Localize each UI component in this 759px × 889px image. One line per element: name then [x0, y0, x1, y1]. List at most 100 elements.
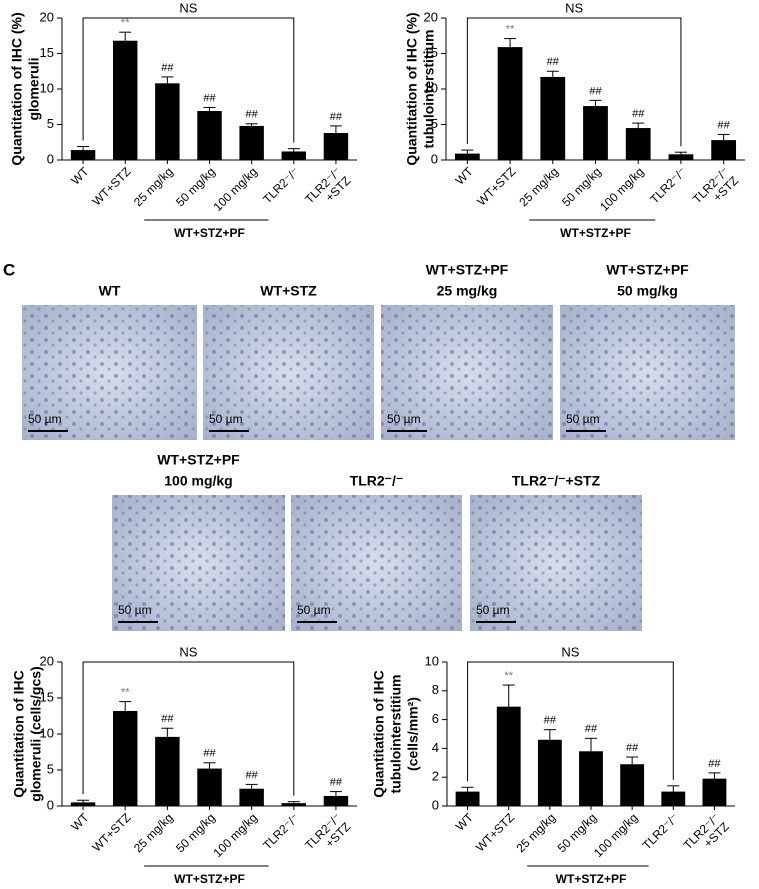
bar	[112, 710, 138, 806]
y-tick-label: 0	[47, 797, 54, 812]
significance-label: ##	[246, 769, 259, 781]
bar	[540, 76, 566, 160]
micrograph-texture	[112, 495, 285, 631]
scale-label: 50 µm	[209, 412, 243, 426]
error-bar	[329, 791, 342, 796]
y-axis-label: Quantitation of IHC (%)	[9, 12, 25, 165]
error-bar	[546, 70, 559, 77]
x-tick-label: WT	[68, 810, 92, 834]
y-tick-label: 10	[40, 80, 54, 95]
error-bar	[119, 701, 132, 711]
y-axis-label: Quantitation of IHC (%)	[404, 12, 420, 165]
significance-label: ##	[626, 742, 639, 754]
significance-label: ##	[632, 108, 645, 120]
bar	[197, 111, 222, 160]
x-tick-label: 25 mg/kg	[131, 164, 176, 209]
y-tick-label: 20	[40, 9, 54, 24]
image-title: WT+STZ+PF	[426, 262, 509, 278]
error-bar	[502, 684, 515, 707]
scale-label: 50 µm	[387, 412, 421, 426]
significance-label: **	[504, 670, 513, 682]
bar	[625, 128, 651, 160]
bar	[281, 151, 307, 160]
x-tick-label: WT+STZ	[90, 164, 134, 208]
image-title: WT+STZ+PF	[606, 262, 689, 278]
significance-label: ##	[203, 748, 216, 760]
scale-label: 50 µm	[566, 412, 600, 426]
y-tick-label: 0	[432, 797, 439, 812]
ns-label: NS	[179, 644, 197, 659]
group-label: WT+STZ+PF	[556, 872, 627, 886]
significance-label: ##	[589, 85, 602, 97]
significance-label: **	[121, 17, 130, 29]
significance-label: ##	[547, 56, 560, 68]
error-bar	[674, 151, 687, 155]
ns-bracket	[466, 17, 682, 147]
scale-label: 50 µm	[297, 603, 331, 617]
error-bar	[161, 76, 174, 84]
y-axis-label: glomeruli (cells/gcs)	[28, 666, 44, 801]
error-bar	[287, 148, 300, 152]
image-title: 100 mg/kg	[164, 473, 232, 489]
scale-label: 50 µm	[28, 412, 62, 426]
x-tick-label: WT	[453, 164, 477, 188]
bar	[711, 140, 737, 160]
y-axis-label: Quantitation of IHC	[371, 670, 387, 798]
bar	[455, 791, 480, 806]
x-tick-label: TLR2⁻/⁻	[260, 810, 302, 852]
image-title: TLR2⁻/⁻+STZ	[512, 473, 601, 489]
y-tick-label: 20	[424, 9, 438, 24]
y-axis-label: tubulointerstitium	[421, 30, 437, 149]
y-tick-label: 0	[431, 151, 438, 166]
micrograph-texture	[470, 495, 642, 631]
y-tick-label: 10	[424, 80, 438, 95]
image-title: 50 mg/kg	[617, 283, 678, 299]
bar	[579, 751, 603, 806]
micrograph-texture	[291, 495, 462, 631]
micrograph-texture	[22, 305, 197, 440]
x-tick-label: TLR2⁻/⁻	[647, 164, 689, 206]
x-tick-label: 25 mg/kg	[516, 164, 561, 209]
y-tick-label: 8	[432, 682, 439, 697]
bar	[661, 791, 686, 806]
bar	[112, 40, 138, 160]
y-tick-label: 20	[40, 653, 54, 668]
error-bar	[203, 762, 216, 769]
x-tick-label: TLR2⁻/⁻+STZ	[302, 810, 353, 861]
error-bar	[461, 149, 474, 154]
scale-label: 50 µm	[118, 603, 152, 617]
group-label: WT+STZ+PF	[174, 226, 245, 240]
x-tick-label: 50 mg/kg	[559, 164, 604, 209]
x-tick-label: 25 mg/kg	[513, 810, 558, 855]
y-tick-label: 15	[40, 45, 54, 60]
bar	[323, 795, 349, 806]
y-tick-label: 15	[40, 689, 54, 704]
error-bar	[708, 772, 721, 779]
x-tick-label: TLR2⁻/⁻	[260, 164, 302, 206]
bar	[497, 47, 523, 160]
image-title: WT	[99, 283, 121, 299]
bar	[668, 154, 694, 160]
significance-label: ##	[161, 62, 174, 74]
y-tick-label: 15	[424, 45, 438, 60]
error-bar	[626, 756, 639, 765]
significance-label: **	[506, 23, 515, 35]
bar	[197, 768, 222, 806]
x-tick-label: 100 mg/kg	[597, 164, 647, 214]
bar	[702, 778, 727, 806]
x-tick-label: TLR2⁻/⁻+STZ	[690, 164, 741, 215]
bar	[620, 764, 645, 806]
x-tick-label: TLR2⁻/⁻+STZ	[302, 164, 353, 215]
significance-label: ##	[544, 715, 557, 727]
ns-bracket	[82, 17, 295, 143]
image-title: WT+STZ	[260, 283, 317, 299]
y-tick-label: 4	[432, 740, 439, 755]
x-tick-label: WT+STZ	[90, 810, 134, 854]
error-bar	[287, 801, 300, 804]
micrograph-texture	[203, 305, 374, 440]
bar	[70, 802, 96, 806]
group-label: WT+STZ+PF	[560, 226, 631, 240]
significance-label: ##	[585, 723, 598, 735]
error-bar	[161, 727, 174, 737]
